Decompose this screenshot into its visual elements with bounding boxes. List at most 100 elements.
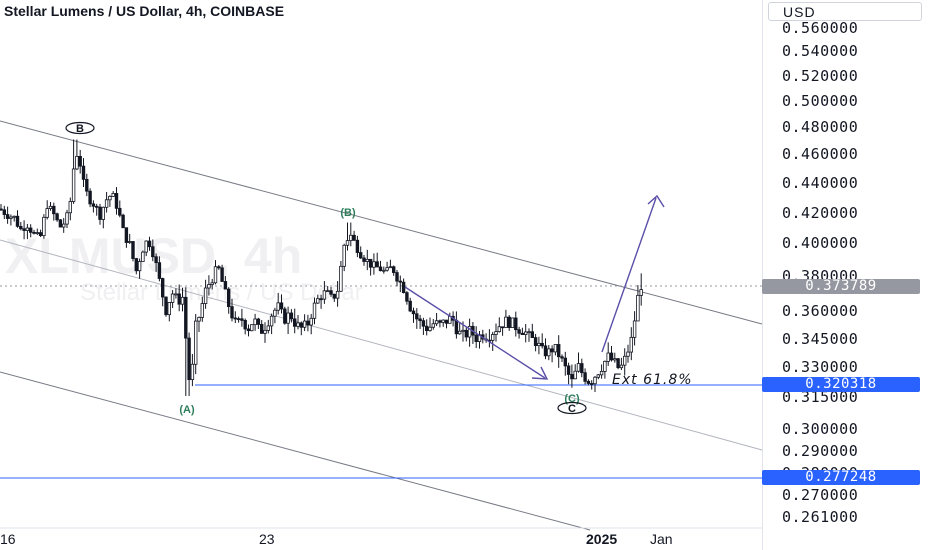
candle-body [147,240,152,248]
candle-body [504,316,508,328]
candle-body [576,363,581,372]
candle-body [52,205,56,215]
candle-body [424,325,429,331]
candle-body [319,298,323,301]
candle-body [190,363,195,381]
candle-body [213,266,218,284]
candle-body [236,318,241,321]
candle-body [583,372,587,382]
candle-body [342,244,346,267]
candle-body [547,348,551,357]
candle-body [193,320,198,365]
candle-body [71,168,76,202]
price-tick: 0.330000 [782,358,859,376]
candle-body [636,294,640,322]
time-tick: 23 [259,531,275,547]
up-arrow-line [601,197,657,353]
channel-upper-line [0,120,763,325]
watermark-name: Stellar Lumens / US Dollar [80,279,363,306]
candle-body [98,206,102,220]
candle-body [58,219,63,228]
candle-body [101,206,105,220]
candle-body [500,326,505,329]
candle-body [332,293,336,299]
candle-body [322,290,327,300]
candle-body [566,365,571,375]
candle-body [240,318,244,321]
price-tick: 0.440000 [782,174,859,192]
candle-body [35,232,39,235]
wave-label-C-minor: (C) [564,393,580,405]
candle-body [55,213,59,221]
candle-body [91,203,96,207]
candle-body [299,322,303,328]
ext-label: Ext 61.8% [612,372,693,388]
candle-body [131,241,135,259]
candle-body [408,300,412,312]
candle-body [108,195,112,201]
currency-selector[interactable]: USD [768,2,922,21]
candle-body [154,256,158,264]
candle-body [428,326,432,331]
price-tick: 0.300000 [782,420,859,438]
candle-body [246,328,251,332]
candle-body [223,281,228,290]
candle-body [2,209,6,215]
candle-body [586,380,591,384]
candle-body [170,293,175,303]
candle-body [164,296,168,316]
candle-body [15,215,20,227]
candle-body [514,317,518,331]
candle-body [365,258,369,262]
price-tick: 0.560000 [782,19,859,37]
candle-body [266,325,270,331]
candle-body [316,298,320,304]
candle-body [187,337,191,381]
candle-body [200,303,204,318]
price-tick: 0.261000 [782,508,859,526]
candle-body [276,302,280,311]
candle-body [461,329,465,332]
candle-body [151,246,155,258]
candle-body [557,344,561,358]
candle-body [259,324,264,334]
price-tick: 0.315000 [782,388,859,406]
candle-body [464,329,468,338]
candle-body [474,334,478,342]
candle-body [629,336,633,353]
candle-body [590,383,594,385]
candle-body [124,227,129,243]
candle-body [68,201,72,214]
candle-body [111,193,115,197]
candle-body [48,205,53,209]
wave-label-B-major: B [65,121,95,135]
candle-body [250,324,254,332]
candle-body [580,363,584,374]
candle-body [434,320,439,325]
candle-body [375,261,379,268]
price-tick: 0.345000 [782,330,859,348]
candle-body [438,320,442,323]
candle-body [286,312,290,324]
candle-body [62,223,66,228]
candle-body [5,214,10,219]
candle-body [626,351,630,357]
candle-body [42,216,46,237]
candle-body [127,241,132,243]
candle-body [134,258,138,272]
wave-label-C-major-text: C [568,403,576,415]
candle-body [177,293,181,305]
wave-label-B-major-text: B [76,123,84,135]
candle-body [220,267,224,282]
candle-body [9,216,13,219]
candle-body [233,317,237,320]
candle-body [263,329,267,334]
candle-body [352,234,356,241]
price-axis[interactable] [762,0,932,550]
candle-body [619,364,624,369]
candle-body [441,319,445,323]
current-price-badge: 0.373789 [762,279,920,294]
candle-body [210,282,214,285]
candle-body [302,320,307,328]
